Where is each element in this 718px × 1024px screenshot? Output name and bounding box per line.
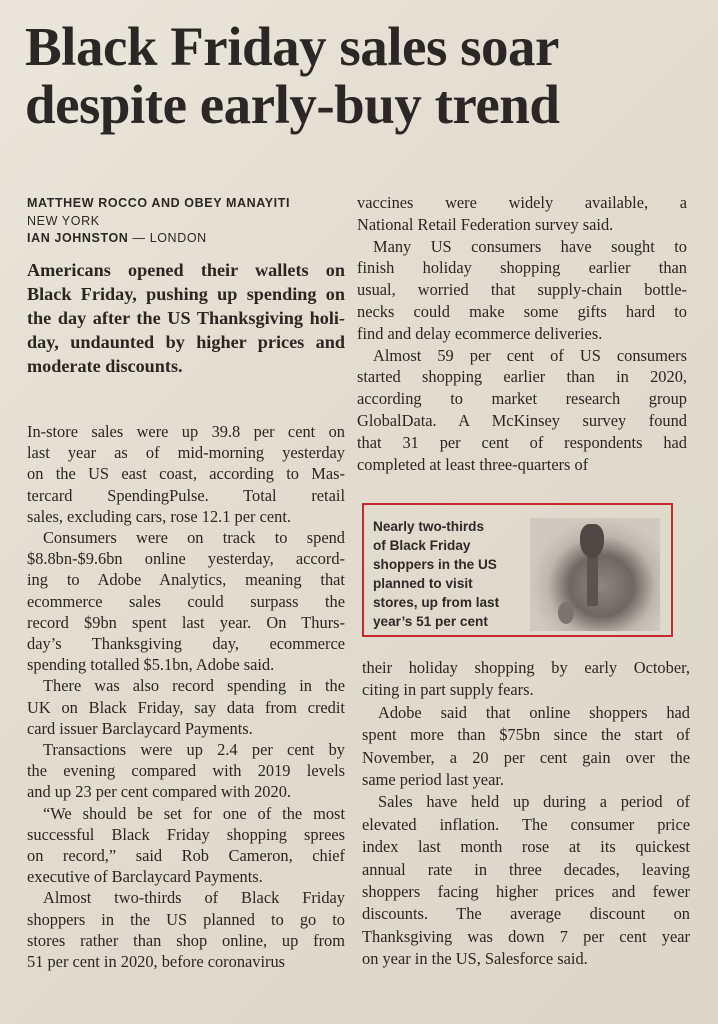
text-line: ing to Adobe Analytics, meaning that xyxy=(27,570,345,590)
text-line: completed at least three-quarters of xyxy=(357,454,589,474)
photo-detail xyxy=(558,602,574,624)
byline: MATTHEW ROCCO AND OBEY MANAYITI NEW YORK… xyxy=(27,195,290,248)
photo-detail xyxy=(580,524,604,558)
text-line: stores rather than shop online, up from xyxy=(27,930,345,950)
text-line: ecommerce sales could surpass the xyxy=(27,591,345,611)
text-line: shoppers in the US planned to go to xyxy=(27,909,345,929)
text-line: shoppers facing higher prices and fewer xyxy=(362,882,690,902)
byline-location: NEW YORK xyxy=(27,213,100,228)
text-line: Transactions were up 2.4 per cent by xyxy=(43,740,345,760)
text-line: day, undaunted by higher prices and xyxy=(27,332,345,352)
headline-line: despite early-buy trend xyxy=(25,74,560,135)
pullquote-line: stores, up from last xyxy=(373,595,500,610)
text-line: In-store sales were up 39.8 per cent on xyxy=(27,422,345,441)
text-line: card issuer Barclaycard Payments. xyxy=(27,718,253,738)
pullquote-line: shoppers in the US xyxy=(373,557,497,572)
text-line: Consumers were on track to spend xyxy=(43,528,345,548)
article-column-1: In-store sales were up 39.8 per cent on l… xyxy=(27,421,345,972)
text-line: executive of Barclaycard Payments. xyxy=(27,867,263,887)
text-line: November, a 20 per cent gain over the xyxy=(362,747,690,767)
text-line: UK on Black Friday, say data from credit xyxy=(27,697,345,717)
byline-author: IAN JOHNSTON xyxy=(27,231,129,245)
pullquote-line: planned to visit xyxy=(373,576,473,591)
text-line: day’s Thanksgiving day, ecommerce xyxy=(27,634,345,654)
text-line: Black Friday, pushing up spending on xyxy=(27,284,345,304)
pullquote-box: Nearly two-thirds of Black Friday shoppe… xyxy=(362,503,673,637)
text-line: usual, worried that supply-chain bottle- xyxy=(357,280,687,300)
text-line: $8.8bn-$9.6bn online yesterday, accord- xyxy=(27,549,345,569)
article-column-2-top: vaccines were widely available, a Nationa… xyxy=(357,192,687,475)
text-line: same period last year. xyxy=(362,770,505,790)
text-line: find and delay ecommerce deliveries. xyxy=(357,323,603,343)
text-line: GlobalData. A McKinsey survey found xyxy=(357,410,687,430)
text-line: moderate discounts. xyxy=(27,356,183,376)
text-line: discounts. The average discount on xyxy=(362,904,690,924)
text-line: index last month rose at its quickest xyxy=(362,837,690,857)
text-line: Almost two-thirds of Black Friday xyxy=(43,888,345,908)
text-line: There was also record spending in the xyxy=(43,676,345,696)
byline-location: LONDON xyxy=(149,231,207,245)
text-line: “We should be set for one of the most xyxy=(43,803,345,823)
text-line: started shopping earlier than in 2020, xyxy=(357,367,687,387)
byline-authors: MATTHEW ROCCO AND OBEY MANAYITI xyxy=(27,196,291,210)
headline-line: Black Friday sales soar xyxy=(25,16,559,77)
pullquote-line: of Black Friday xyxy=(373,538,471,553)
text-line: record $9bn spent last year. On Thurs- xyxy=(27,612,345,632)
text-line: Americans opened their wallets on xyxy=(27,260,345,280)
text-line: Adobe said that online shoppers had xyxy=(378,702,690,722)
pullquote-text: Nearly two-thirds of Black Friday shoppe… xyxy=(373,517,499,631)
text-line: their holiday shopping by early October, xyxy=(362,658,690,677)
text-line: the day after the US Thanksgiving holi- xyxy=(27,308,345,328)
byline-separator: — xyxy=(128,231,150,245)
text-line: on year in the US, Salesforce said. xyxy=(362,949,588,969)
headline: Black Friday sales soar despite early-bu… xyxy=(25,16,560,135)
pullquote-line: Nearly two-thirds xyxy=(373,519,485,534)
text-line: Many US consumers have sought to xyxy=(373,236,687,256)
lead-paragraph: Americans opened their wallets on Black F… xyxy=(27,258,345,378)
text-line: that 31 per cent of respondents had xyxy=(357,432,687,452)
text-line: tercard SpendingPulse. Total retail xyxy=(27,485,345,505)
text-line: annual rate in three decades, leaving xyxy=(362,859,690,879)
text-line: spent more than $75bn since the start of xyxy=(362,725,690,745)
text-line: spending totalled $5.1bn, Adobe said. xyxy=(27,655,275,675)
text-line: according to market research group xyxy=(357,389,687,409)
text-line: Almost 59 per cent of US consumers xyxy=(373,345,687,365)
photo-detail xyxy=(587,556,598,606)
text-line: last year as of mid-morning yesterday xyxy=(27,443,345,463)
text-line: the evening compared with 2019 levels xyxy=(27,761,345,781)
text-line: vaccines were widely available, a xyxy=(357,193,687,212)
text-line: Thanksgiving was down 7 per cent year xyxy=(362,926,690,946)
text-line: citing in part supply fears. xyxy=(362,680,534,700)
text-line: successful Black Friday shopping sprees xyxy=(27,824,345,844)
text-line: 51 per cent in 2020, before coronavirus xyxy=(27,952,286,972)
text-line: and up 23 per cent compared with 2020. xyxy=(27,782,291,802)
article-column-2-bottom: their holiday shopping by early October,… xyxy=(362,657,690,971)
text-line: elevated inflation. The consumer price xyxy=(362,814,690,834)
text-line: on the US east coast, according to Mas- xyxy=(27,464,345,484)
text-line: finish holiday shopping earlier than xyxy=(357,258,687,278)
text-line: on record,” said Rob Cameron, chief xyxy=(27,846,345,866)
text-line: necks could make some gifts hard to xyxy=(357,301,687,321)
text-line: Sales have held up during a period of xyxy=(378,792,690,812)
text-line: National Retail Federation survey said. xyxy=(357,214,614,234)
text-line: sales, excluding cars, rose 12.1 per cen… xyxy=(27,506,291,526)
pullquote-line: year’s 51 per cent xyxy=(373,614,488,629)
turkey-float-photo xyxy=(530,518,660,631)
